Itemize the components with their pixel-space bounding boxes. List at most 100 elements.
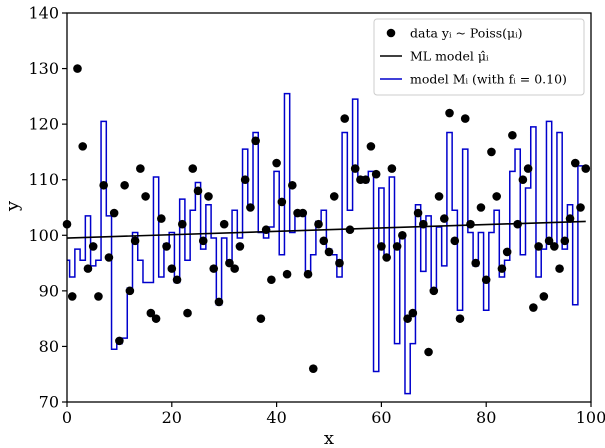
data-point-47 [308, 364, 318, 373]
data-point-57 [361, 175, 370, 185]
data-point-1 [67, 292, 77, 301]
data-point-41 [277, 197, 287, 207]
data-point-65 [403, 314, 412, 323]
data-point-84 [502, 247, 512, 257]
x-tick-label-0: 0 [62, 408, 72, 427]
data-point-18 [157, 214, 166, 223]
data-point-24 [188, 164, 198, 173]
data-point-25 [193, 186, 203, 196]
data-point-13 [130, 236, 140, 246]
data-point-87 [518, 175, 528, 185]
data-point-58 [366, 142, 376, 151]
x-tick-label-60: 60 [371, 408, 391, 427]
data-point-99 [581, 164, 591, 173]
data-point-55 [350, 164, 360, 173]
data-point-43 [288, 180, 297, 190]
data-point-23 [183, 308, 192, 318]
data-point-96 [565, 214, 575, 223]
x-axis-title: x [324, 428, 334, 448]
legend-box [373, 18, 585, 96]
data-point-80 [481, 275, 491, 285]
data-point-75 [455, 314, 465, 323]
data-point-46 [303, 269, 313, 279]
data-point-86 [513, 219, 522, 229]
data-point-69 [424, 347, 433, 357]
data-point-7 [99, 180, 108, 190]
legend-label-2: model Mᵢ (with fᵢ = 0.10) [410, 72, 567, 87]
data-point-52 [335, 258, 344, 268]
data-point-50 [324, 247, 334, 257]
data-point-32 [230, 264, 239, 273]
data-point-73 [445, 108, 454, 118]
data-point-59 [371, 169, 381, 179]
data-point-22 [177, 219, 187, 229]
legend-marker-0 [386, 28, 396, 38]
data-point-19 [162, 242, 171, 251]
y-tick-label-90: 90 [39, 281, 59, 300]
y-tick-label-130: 130 [28, 59, 59, 78]
data-point-66 [408, 308, 418, 318]
data-point-77 [466, 219, 475, 229]
data-point-61 [382, 253, 391, 262]
x-tick-label-100: 100 [576, 408, 605, 427]
data-point-78 [471, 258, 481, 268]
data-point-10 [115, 336, 124, 346]
data-point-45 [298, 208, 308, 218]
y-tick-label-120: 120 [28, 115, 59, 134]
data-point-76 [460, 114, 470, 123]
data-point-4 [83, 264, 93, 273]
data-point-39 [267, 275, 276, 285]
data-point-36 [251, 136, 260, 146]
data-point-3 [78, 142, 88, 151]
data-point-29 [214, 297, 224, 307]
data-point-82 [492, 192, 501, 201]
data-point-12 [125, 286, 135, 296]
data-point-31 [225, 258, 234, 268]
data-point-21 [172, 275, 182, 285]
data-point-28 [209, 264, 219, 273]
data-point-60 [377, 242, 386, 251]
plot-area [62, 64, 591, 395]
legend: data yᵢ ~ Poiss(μᵢ) ML model μ̂ᵢ model Mᵢ … [373, 18, 585, 96]
data-point-30 [219, 219, 229, 229]
data-point-71 [434, 192, 444, 201]
data-point-53 [340, 114, 350, 123]
data-point-63 [392, 242, 402, 251]
data-point-95 [560, 236, 570, 246]
data-point-48 [314, 219, 323, 229]
data-point-51 [329, 192, 339, 201]
data-point-89 [529, 303, 538, 312]
y-tick-label-140: 140 [28, 4, 59, 23]
y-tick-label-80: 80 [39, 337, 59, 356]
axes-frame [66, 12, 592, 403]
data-point-88 [523, 164, 533, 173]
x-tick-label-40: 40 [266, 408, 286, 427]
data-point-34 [240, 175, 250, 185]
data-point-68 [419, 219, 428, 229]
data-point-91 [539, 292, 549, 301]
data-point-62 [387, 164, 397, 173]
data-point-98 [576, 203, 585, 212]
data-point-40 [272, 158, 281, 168]
data-point-6 [94, 292, 103, 301]
data-point-64 [398, 230, 407, 240]
data-point-15 [141, 192, 150, 201]
y-tick-label-100: 100 [28, 226, 59, 245]
legend-label-0: data yᵢ ~ Poiss(μᵢ) [410, 26, 523, 41]
data-point-35 [246, 203, 255, 212]
data-point-2 [73, 64, 82, 73]
x-tick-label-20: 20 [162, 408, 182, 427]
legend-label-1: ML model μ̂ᵢ [410, 49, 489, 64]
data-point-49 [319, 236, 329, 246]
data-point-67 [413, 208, 423, 218]
data-point-92 [544, 236, 554, 246]
y-tick-label-110: 110 [28, 170, 59, 189]
ml-model-line [66, 220, 586, 239]
data-point-27 [204, 192, 213, 201]
y-tick-label-70: 70 [39, 393, 59, 412]
data-point-83 [497, 264, 507, 273]
data-point-9 [109, 208, 119, 218]
data-point-72 [439, 214, 449, 223]
data-point-11 [120, 180, 129, 190]
data-point-14 [136, 164, 145, 173]
